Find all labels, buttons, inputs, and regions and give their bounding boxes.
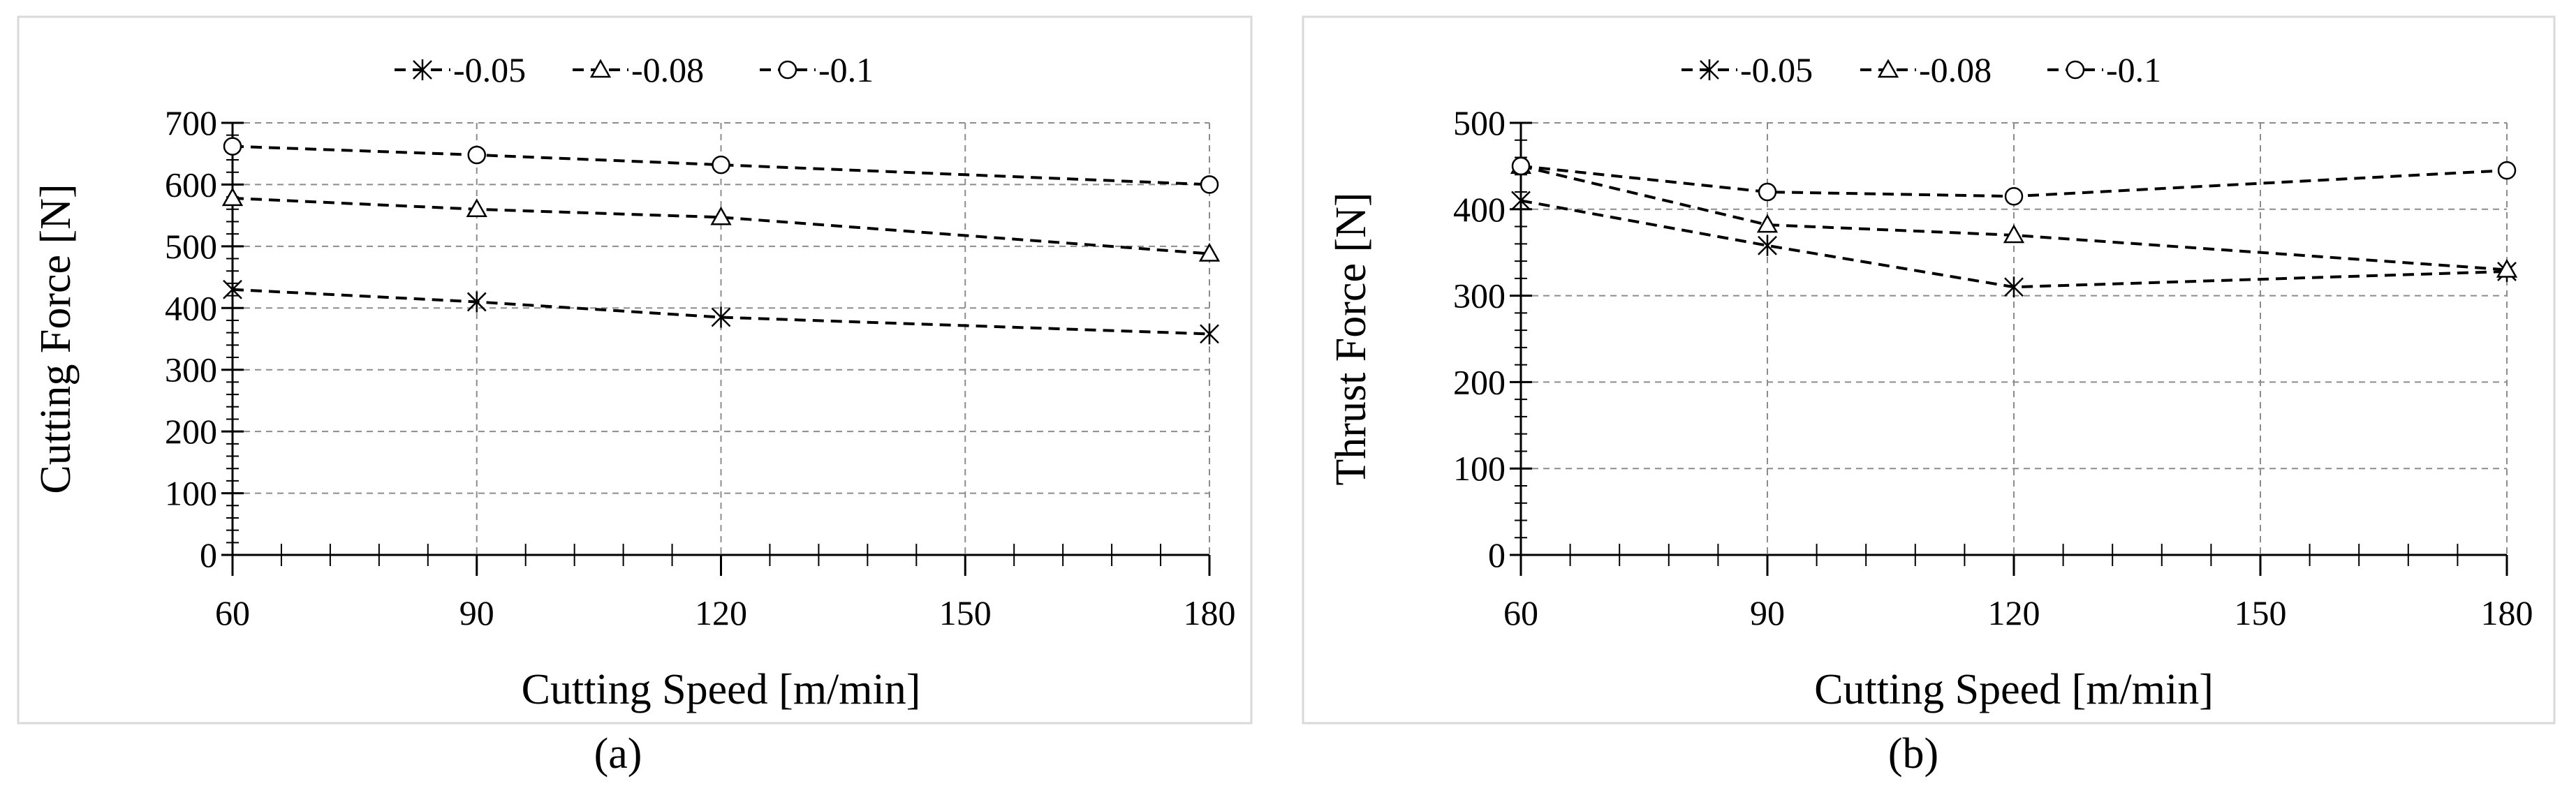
y-tick-label: 400: [1453, 190, 1506, 229]
data-point-asterisk: [1758, 235, 1777, 256]
data-point-triangle: [221, 187, 244, 207]
x-tick-label: 120: [695, 593, 747, 632]
data-point-asterisk: [1511, 190, 1531, 211]
x-axis-title: Cutting Speed [m/min]: [522, 666, 921, 713]
chart-b: 0 100 200 300 400 500 60 90 120 150 180 Thrust Forc…: [1302, 15, 2556, 778]
x-tick-label: 90: [459, 593, 494, 632]
x-axis-title: Cutting Speed [m/min]: [1814, 666, 2214, 713]
x-tick-label: 150: [939, 593, 992, 632]
chart-frame: [1302, 15, 2556, 725]
data-point-circle: [467, 145, 486, 165]
y-tick-label: 700: [165, 103, 217, 142]
legend-marker-triangle: [1877, 59, 1899, 78]
data-point-asterisk: [711, 306, 731, 328]
series-line-0.05: [1520, 199, 2508, 289]
legend-marker-asterisk: [413, 59, 432, 80]
data-point-circle: [223, 137, 242, 156]
y-tick-label: 200: [1453, 362, 1506, 401]
legend-marker-triangle: [589, 59, 612, 78]
data-point-triangle: [1198, 242, 1221, 262]
y-tick-label: 100: [1453, 449, 1506, 488]
data-point-asterisk: [466, 291, 487, 313]
series-line-0.1: [1520, 164, 2508, 198]
panel-label: (b): [1888, 730, 1938, 778]
legend-label: -0.08: [631, 50, 704, 89]
data-point-circle: [712, 155, 730, 175]
data-point-circle: [1758, 182, 1777, 202]
y-axis-title: Thrust Force [N]: [1327, 192, 1375, 485]
y-tick-label: 200: [165, 412, 217, 451]
data-point-asterisk: [2004, 276, 2024, 298]
y-tick-label: 600: [165, 165, 217, 204]
y-tick-label: 400: [165, 288, 217, 327]
data-point-triangle: [710, 206, 732, 225]
legend-label: -0.1: [2106, 50, 2161, 89]
series-line-0.08: [1520, 164, 2508, 272]
series-line-0.08: [232, 196, 1210, 255]
y-tick-label: 0: [1488, 535, 1506, 574]
data-point-triangle: [2496, 258, 2518, 278]
data-point-triangle: [1756, 214, 1779, 233]
legend-marker-circle: [778, 60, 797, 80]
x-tick-label: 60: [215, 593, 250, 632]
x-tick-label: 120: [1988, 593, 2040, 632]
series-line-0.05: [232, 288, 1210, 336]
x-tick-label: 60: [1503, 593, 1538, 632]
legend-label: -0.05: [1740, 50, 1813, 89]
y-axis-title: Cutting Force [N]: [32, 184, 80, 493]
y-tick-label: 0: [200, 535, 217, 574]
data-point-asterisk: [1200, 323, 1219, 345]
x-tick-label: 90: [1750, 593, 1785, 632]
series-line-0.1: [232, 144, 1210, 186]
legend-label: -0.08: [1919, 50, 1992, 89]
legend-label: -0.05: [453, 50, 526, 89]
y-tick-label: 500: [165, 227, 217, 266]
x-tick-label: 180: [2481, 593, 2533, 632]
data-point-asterisk: [223, 279, 242, 300]
y-tick-label: 300: [1453, 276, 1506, 316]
data-point-triangle: [2003, 224, 2025, 244]
data-point-circle: [2497, 161, 2517, 180]
panel-label: (a): [594, 730, 642, 778]
y-tick-label: 500: [1453, 103, 1506, 142]
x-tick-label: 150: [2235, 593, 2287, 632]
legend-label: -0.1: [818, 50, 874, 89]
x-tick-label: 180: [1184, 593, 1236, 632]
data-point-triangle: [466, 198, 487, 218]
legend-marker-asterisk: [1700, 59, 1719, 80]
y-tick-label: 300: [165, 350, 217, 389]
legend-marker-circle: [2066, 60, 2085, 80]
chart-a: 0 100 200 300 400 500 600 700 60 90 120 150 180 Cutti…: [17, 15, 1253, 778]
data-point-circle: [1511, 156, 1531, 176]
y-tick-label: 100: [165, 474, 217, 513]
data-point-circle: [2004, 186, 2024, 206]
data-point-circle: [1200, 175, 1219, 194]
